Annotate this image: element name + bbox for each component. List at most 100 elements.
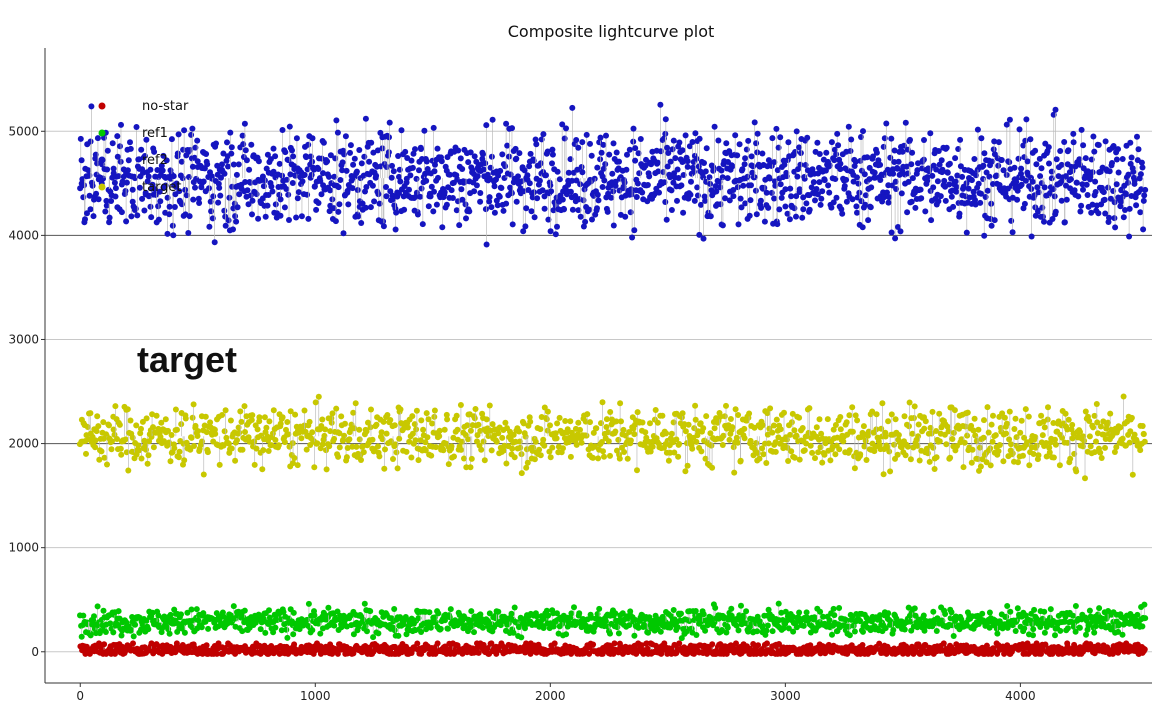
- data-point: [1021, 200, 1028, 207]
- data-point: [85, 167, 92, 174]
- data-point: [1052, 208, 1059, 215]
- data-point: [723, 140, 730, 147]
- data-point: [392, 226, 399, 233]
- data-point: [315, 200, 322, 206]
- data-point: [186, 213, 193, 220]
- data-point: [533, 649, 540, 656]
- data-point: [865, 217, 872, 224]
- data-point: [386, 119, 393, 126]
- data-point: [830, 605, 837, 612]
- data-point: [531, 214, 538, 221]
- data-point: [1072, 603, 1079, 609]
- data-point: [106, 422, 112, 429]
- data-point: [582, 218, 589, 225]
- data-point: [166, 203, 173, 210]
- data-point: [963, 229, 970, 236]
- data-point: [793, 128, 800, 135]
- data-point: [1003, 613, 1010, 620]
- data-point: [523, 205, 530, 212]
- data-point: [1128, 154, 1135, 161]
- data-point: [589, 216, 595, 223]
- data-point: [543, 172, 549, 179]
- data-point: [662, 130, 669, 137]
- data-point: [193, 606, 200, 613]
- data-point: [95, 423, 102, 430]
- data-point: [503, 200, 510, 207]
- data-point: [477, 198, 484, 205]
- data-point: [515, 173, 521, 180]
- data-point: [289, 180, 296, 186]
- data-point: [977, 199, 984, 206]
- data-point: [946, 160, 953, 167]
- data-point: [96, 456, 103, 463]
- data-point: [912, 204, 919, 211]
- data-point: [1047, 606, 1054, 613]
- data-point: [272, 201, 279, 208]
- data-point: [1008, 217, 1015, 224]
- data-point: [398, 127, 405, 134]
- data-point: [88, 103, 95, 110]
- data-point: [373, 172, 380, 179]
- data-point: [901, 626, 908, 633]
- data-point: [802, 162, 809, 168]
- data-point: [676, 640, 683, 647]
- data-point: [503, 120, 510, 127]
- data-point: [908, 161, 915, 168]
- data-point: [243, 157, 250, 164]
- data-point: [426, 609, 433, 616]
- data-point: [1045, 144, 1052, 151]
- data-point: [751, 119, 758, 126]
- data-point: [782, 203, 789, 210]
- data-point: [707, 213, 714, 220]
- data-point: [396, 166, 403, 173]
- data-point: [508, 190, 515, 197]
- data-point: [664, 144, 671, 151]
- data-point: [845, 123, 852, 130]
- data-point: [763, 627, 770, 634]
- data-point: [638, 642, 645, 649]
- data-point: [670, 137, 677, 144]
- data-point: [918, 195, 925, 202]
- data-point: [738, 602, 744, 609]
- data-point: [262, 213, 269, 220]
- data-point: [419, 221, 426, 228]
- data-point: [548, 188, 555, 195]
- data-point: [434, 145, 441, 152]
- data-point: [953, 183, 960, 190]
- data-point: [118, 209, 125, 216]
- data-point: [1140, 197, 1147, 204]
- data-point: [1106, 168, 1113, 175]
- data-point: [1109, 160, 1115, 166]
- data-point: [449, 195, 456, 201]
- data-point: [730, 193, 737, 200]
- data-point: [1115, 169, 1122, 176]
- data-point: [1091, 148, 1098, 155]
- data-point: [748, 153, 755, 160]
- data-point: [537, 160, 544, 167]
- data-point: [611, 640, 618, 647]
- data-point: [1088, 156, 1095, 163]
- data-point: [456, 222, 463, 229]
- data-point: [800, 622, 807, 629]
- data-point: [711, 123, 718, 130]
- data-point: [861, 171, 868, 178]
- data-point: [729, 163, 736, 170]
- data-point: [626, 146, 633, 153]
- data-point: [1041, 218, 1047, 225]
- data-point: [114, 133, 121, 140]
- data-point: [111, 179, 118, 186]
- data-point: [927, 130, 934, 137]
- data-point: [123, 218, 130, 225]
- data-point: [657, 101, 664, 108]
- data-point: [499, 151, 506, 158]
- data-point: [663, 216, 670, 223]
- data-point: [974, 126, 981, 133]
- data-point: [598, 149, 605, 156]
- data-point: [211, 239, 218, 246]
- data-point: [118, 451, 125, 458]
- data-point: [128, 626, 134, 633]
- data-point: [282, 149, 289, 156]
- data-point: [1032, 147, 1039, 154]
- data-point: [430, 124, 437, 131]
- data-point: [1029, 178, 1036, 185]
